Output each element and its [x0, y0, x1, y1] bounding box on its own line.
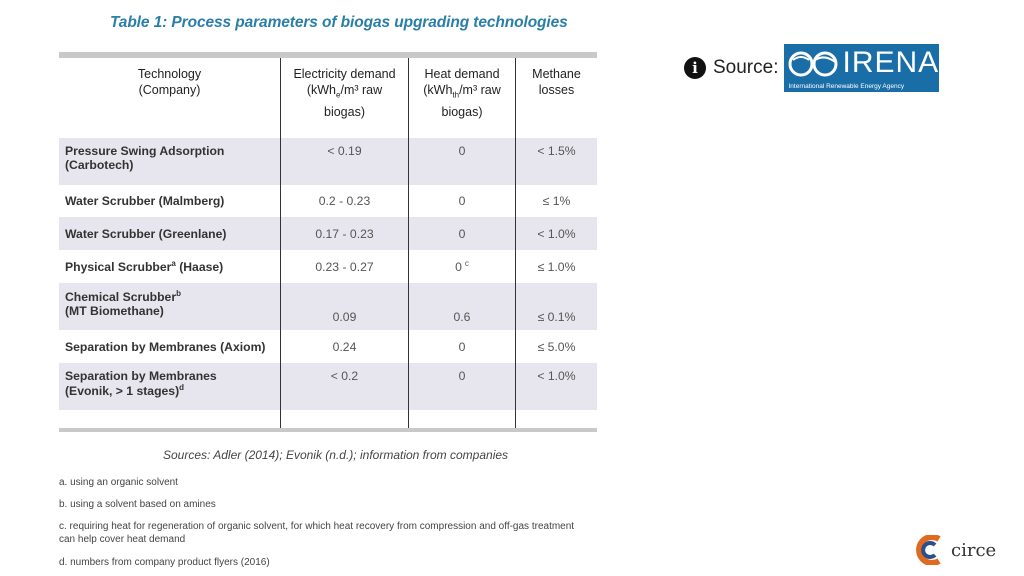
cell-heat: 0: [409, 363, 516, 410]
cell-technology: Separation by Membranes (Evonik, > 1 stag…: [59, 363, 281, 410]
cell-technology: Water Scrubber (Malmberg): [59, 185, 281, 217]
table-row: Pressure Swing Adsorption (Carbotech) < 0.…: [59, 138, 597, 185]
irena-globe-icon: [788, 51, 838, 77]
circe-logo: circe: [913, 535, 996, 565]
footnote-c: c. requiring heat for regeneration of or…: [59, 521, 575, 545]
biogas-table: Technology (Company) Electricity demand …: [59, 52, 597, 432]
cell-technology: Physical Scrubbera (Haase): [59, 250, 281, 283]
cell-heat: 0: [409, 330, 516, 363]
cell-methane: ≤ 5.0%: [537, 339, 576, 354]
circe-wordmark: circe: [951, 539, 997, 561]
irena-wordmark: IRENA: [842, 46, 940, 79]
cell-electricity: 0.23 - 0.27: [281, 250, 409, 283]
cell-heat: 0.6: [409, 283, 516, 330]
header-methane: Methane losses: [532, 67, 581, 97]
cell-electricity: 0.24: [281, 330, 409, 363]
cell-technology: Water Scrubber (Greenlane): [59, 217, 281, 250]
cell-technology: Pressure Swing Adsorption (Carbotech): [59, 138, 281, 185]
cell-methane: ≤ 0.1%: [537, 310, 576, 324]
cell-electricity: 0.2 - 0.23: [281, 185, 409, 217]
table-title: Table 1: Process parameters of biogas up…: [110, 14, 568, 31]
irena-logo: IRENA International Renewable Energy Age…: [784, 44, 940, 92]
footnote-b: b. using a solvent based on amines: [59, 499, 216, 510]
table-row: Separation by Membranes (Axiom) 0.24 0 ≤ 5.…: [59, 330, 597, 363]
table-row: Water Scrubber (Greenlane) 0.17 - 0.23 0 < …: [59, 217, 597, 250]
table-row: Separation by Membranes (Evonik, > 1 stag…: [59, 363, 597, 410]
circe-mark-icon: [916, 535, 941, 565]
footnote-d: d. numbers from company product flyers (…: [59, 557, 270, 568]
source-attribution: i Source: IRENA International Renewable …: [684, 44, 940, 92]
sources-note: Sources: Adler (2014); Evonik (n.d.); in…: [163, 448, 509, 462]
cell-methane: ≤ 1.0%: [537, 259, 576, 274]
info-icon: i: [684, 57, 706, 79]
cell-heat: 0: [409, 185, 516, 217]
cell-electricity: 0.09: [281, 283, 409, 330]
table-spacer-row: [59, 410, 597, 428]
footnote-a: a. using an organic solvent: [59, 477, 178, 488]
irena-tagline: International Renewable Energy Agency: [788, 83, 905, 90]
table-row: Chemical Scrubberb (MT Biomethane) 0.09 0.6…: [59, 283, 597, 330]
cell-heat: 0: [409, 217, 516, 250]
cell-methane: < 1.0%: [537, 369, 576, 383]
cell-methane: ≤ 1%: [542, 194, 571, 208]
header-technology: Technology (Company): [59, 58, 281, 138]
table-row: Physical Scrubbera (Haase) 0.23 - 0.27 0 c ≤…: [59, 250, 597, 283]
source-label: Source:: [713, 57, 779, 78]
header-heat: Heat demand (kWhth/m³ raw biogas): [409, 58, 516, 138]
header-electricity: Electricity demand (kWhe/m³ raw biogas): [281, 58, 409, 138]
cell-electricity: 0.17 - 0.23: [281, 217, 409, 250]
table-body: Pressure Swing Adsorption (Carbotech) < 0.…: [59, 138, 597, 428]
cell-methane: < 1.5%: [537, 144, 576, 158]
table-top-rule: [59, 52, 597, 58]
cell-electricity: < 0.19: [281, 138, 409, 185]
table-header: Technology (Company) Electricity demand …: [59, 58, 597, 138]
table-bottom-rule: [59, 428, 597, 432]
cell-electricity: < 0.2: [281, 363, 409, 410]
cell-heat: 0: [409, 138, 516, 185]
table-row: Water Scrubber (Malmberg) 0.2 - 0.23 0 ≤ 1%: [59, 185, 597, 217]
cell-methane: < 1.0%: [537, 226, 576, 241]
cell-technology: Chemical Scrubberb (MT Biomethane): [59, 283, 281, 330]
cell-technology: Separation by Membranes (Axiom): [59, 330, 281, 363]
